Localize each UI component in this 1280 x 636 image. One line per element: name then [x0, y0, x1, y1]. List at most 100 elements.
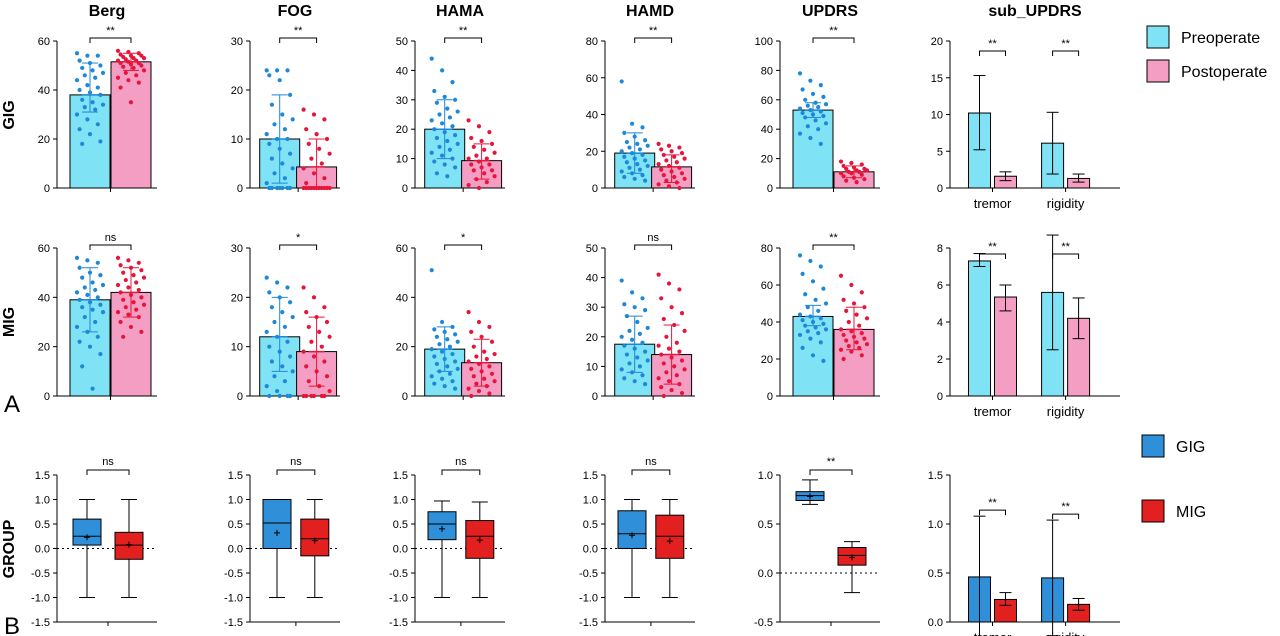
data-point [816, 308, 821, 313]
data-point [282, 324, 287, 330]
y-tick-label: -0.5 [224, 568, 243, 580]
legend-top-swatch-1 [1146, 59, 1170, 83]
data-point [272, 122, 277, 127]
data-point [453, 332, 458, 337]
data-point [797, 312, 803, 317]
data-point [851, 165, 857, 170]
data-point [82, 73, 87, 78]
data-point [77, 58, 82, 63]
data-point [277, 349, 282, 354]
data-point [434, 100, 439, 105]
data-point [818, 109, 823, 114]
data-point [264, 181, 269, 186]
data-point [267, 393, 272, 399]
data-point [121, 270, 126, 275]
legend-top-label-1: Postoperate [1181, 64, 1267, 81]
data-point [432, 159, 437, 164]
data-point [622, 154, 627, 159]
data-point [677, 382, 682, 387]
data-point [434, 171, 439, 176]
sig-label: ns [645, 456, 657, 468]
data-point [666, 184, 672, 189]
data-point [818, 83, 823, 88]
data-point [264, 384, 269, 389]
data-point [118, 319, 123, 325]
data-point [808, 107, 813, 113]
data-point [275, 68, 280, 73]
data-point [290, 369, 295, 374]
data-point [450, 80, 455, 85]
data-point [664, 178, 669, 183]
data-point [277, 295, 282, 300]
data-point [280, 185, 285, 191]
data-point [432, 127, 437, 132]
data-point [77, 265, 82, 270]
y-tick-label: 40 [38, 292, 50, 304]
data-point [632, 134, 637, 139]
data-point [301, 166, 306, 171]
data-point [682, 156, 687, 161]
data-point [479, 138, 484, 144]
data-point [450, 156, 455, 161]
sig-bracket [444, 244, 483, 250]
data-point [98, 351, 103, 357]
data-point [797, 253, 803, 258]
data-point [846, 343, 851, 349]
y-tick-label: 40 [761, 317, 773, 329]
data-point [624, 352, 630, 357]
data-point [810, 279, 816, 284]
sig-label: ns [455, 456, 467, 468]
data-point [450, 351, 455, 357]
y-tick-label: 40 [761, 124, 773, 136]
y-tick-label: 0.5 [758, 519, 773, 531]
data-point [115, 282, 121, 288]
data-point [126, 312, 131, 317]
data-point [469, 366, 474, 371]
panel-sub-mig: 0 2 4 6 8 tremor ** rigidity ** [937, 234, 1120, 419]
data-point [440, 121, 445, 126]
data-point [285, 68, 290, 73]
data-point [476, 185, 482, 191]
data-point [311, 185, 317, 191]
y-tick-label: 20 [396, 342, 408, 354]
sig-bracket [279, 244, 318, 250]
y-tick-label: -1.0 [224, 593, 243, 605]
data-point [810, 91, 816, 97]
y-tick-label: -1.5 [31, 617, 50, 629]
y-tick-label: -0.5 [389, 568, 408, 580]
data-point [437, 342, 442, 347]
data-point [622, 376, 627, 381]
data-point [666, 163, 672, 169]
data-point [128, 292, 134, 297]
y-tick-label: 0.5 [583, 519, 598, 531]
data-point [859, 290, 864, 295]
data-point [487, 391, 492, 396]
data-point [115, 255, 121, 260]
data-point [849, 282, 854, 288]
data-point [447, 115, 452, 120]
y-tick-label: 60 [761, 95, 773, 107]
data-point [666, 143, 672, 148]
bar-postoperate [110, 291, 152, 397]
mean-marker [807, 493, 813, 500]
data-point [669, 149, 674, 154]
data-point [471, 168, 476, 173]
data-point [859, 331, 864, 336]
sig-bracket [86, 469, 130, 475]
sig-bracket [276, 469, 316, 475]
data-point [469, 135, 474, 141]
data-point [659, 385, 664, 390]
category-label-tremor: tremor [974, 404, 1012, 419]
data-point [85, 258, 90, 263]
y-tick-label: 10 [586, 361, 598, 373]
data-point [445, 174, 450, 179]
data-point [816, 127, 821, 132]
data-point [635, 162, 640, 167]
y-tick-label: 50 [396, 36, 408, 48]
data-point [85, 329, 90, 334]
y-tick-label: 0.5 [928, 568, 943, 580]
data-point [656, 162, 661, 167]
y-tick-label: 0.0 [928, 617, 943, 629]
panel-sub-gig: sub_UPDRS 0 5 10 15 20 tremor ** rigidity ** [931, 3, 1120, 211]
data-point [489, 141, 495, 146]
